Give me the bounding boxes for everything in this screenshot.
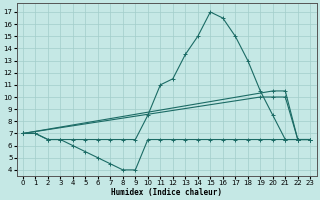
- X-axis label: Humidex (Indice chaleur): Humidex (Indice chaleur): [111, 188, 222, 197]
